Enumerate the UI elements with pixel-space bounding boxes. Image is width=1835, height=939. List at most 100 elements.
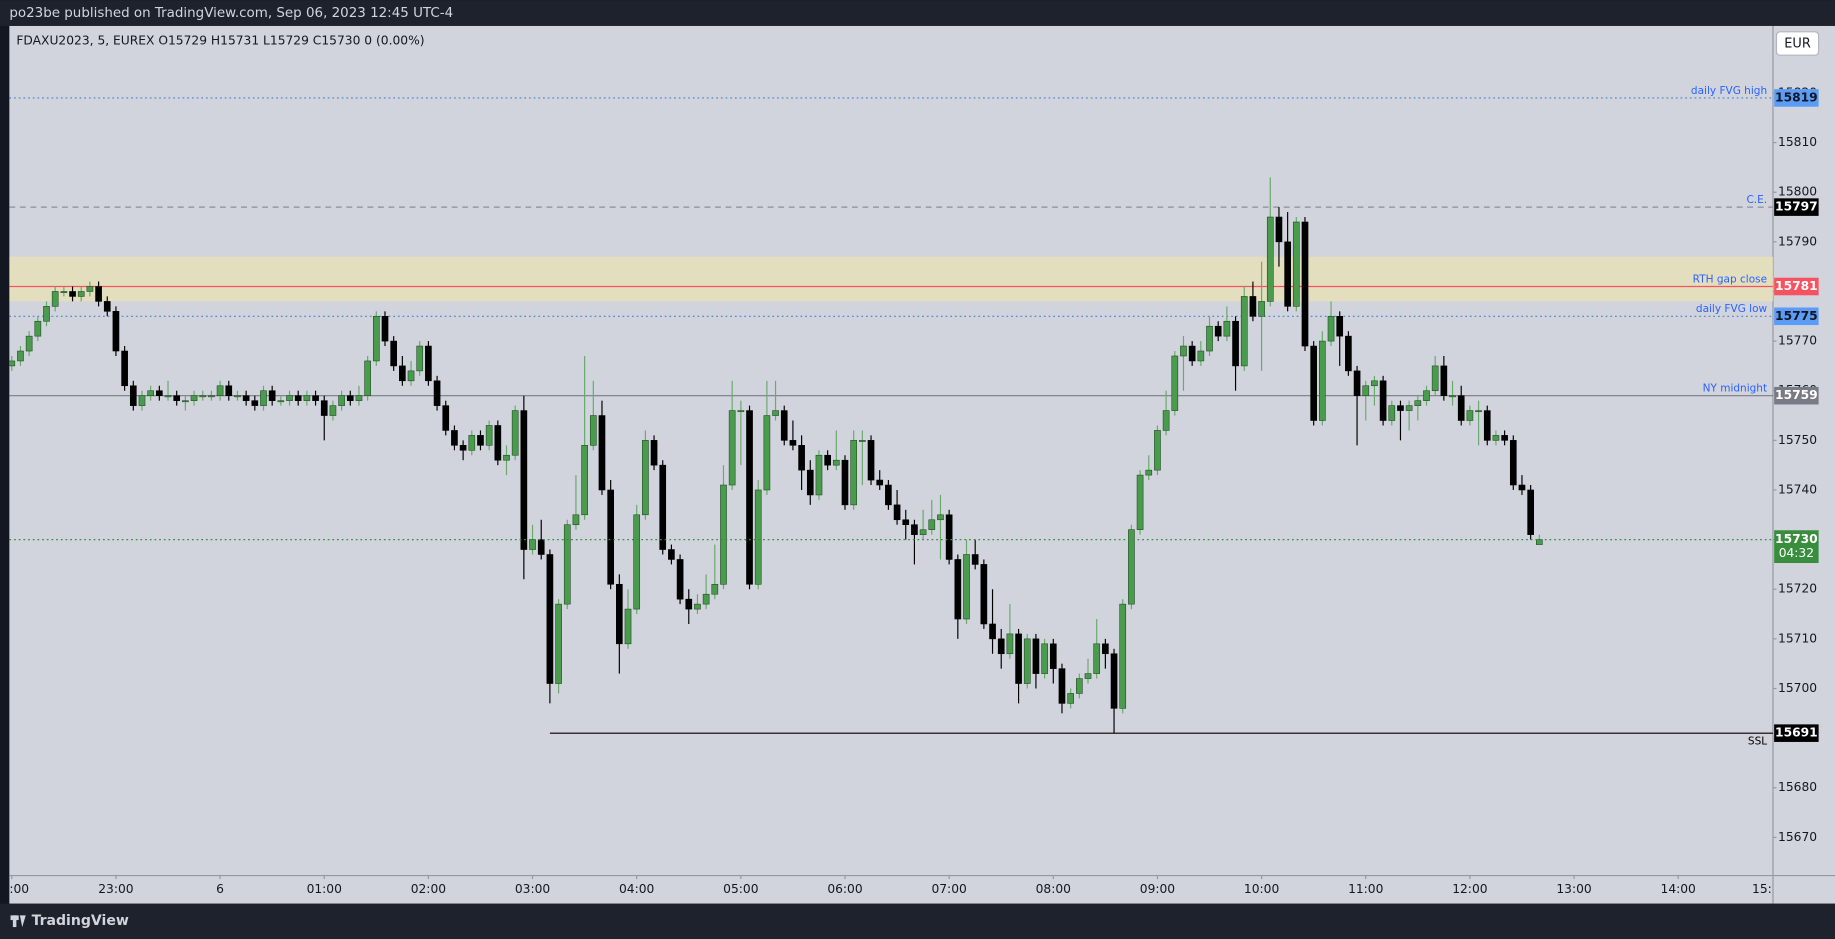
candle-body — [954, 559, 962, 620]
candle-body — [720, 484, 727, 585]
candle-body — [1449, 395, 1456, 398]
candle-body — [477, 435, 484, 446]
candle-body — [832, 459, 840, 466]
candle-body — [242, 395, 250, 401]
candle-body — [772, 410, 779, 416]
candle-body — [1110, 653, 1118, 709]
candle-body — [589, 415, 597, 446]
candle-body — [17, 350, 24, 362]
candle-body — [138, 395, 146, 406]
candle-body — [1397, 405, 1404, 411]
candle-body — [633, 514, 641, 610]
candle-body — [668, 549, 675, 560]
y-tick-label: 15670 — [1778, 830, 1817, 844]
x-tick-label: 05:00 — [723, 882, 758, 896]
legend: FDAXU2023, 5, EUREX O15729 H15731 L15729… — [16, 34, 424, 48]
y-tick-label: 15810 — [1778, 135, 1817, 149]
candle-body — [1171, 355, 1179, 411]
candle-body — [928, 519, 936, 530]
candle-body — [1431, 365, 1439, 392]
candle-body — [997, 638, 1005, 655]
candle-body — [1180, 345, 1187, 357]
level-badge — [1774, 724, 1819, 742]
level-badge — [1774, 277, 1819, 296]
candle-body — [572, 514, 580, 526]
candle-body — [1102, 643, 1109, 655]
currency-button[interactable] — [1775, 31, 1820, 56]
candle-body — [25, 335, 33, 352]
candle-body — [841, 459, 849, 506]
level-value: 15775 — [1775, 309, 1818, 323]
candle-body — [1518, 484, 1526, 491]
top-bar — [0, 0, 1835, 26]
y-tick-label: 15700 — [1778, 681, 1817, 695]
candle-body — [355, 395, 363, 401]
x-tick-label: 07:00 — [931, 882, 966, 896]
y-tick-label: 15770 — [1778, 334, 1817, 348]
candle-body — [1006, 633, 1014, 655]
y-tick-label: 15800 — [1778, 185, 1817, 199]
candle-body — [824, 454, 831, 466]
candle-body — [754, 489, 762, 585]
candle-body — [1188, 345, 1196, 362]
candle-body — [676, 559, 684, 600]
candle-body — [1457, 395, 1465, 421]
candle-body — [902, 519, 910, 526]
last-price-badge — [1774, 530, 1819, 564]
candle-body — [1327, 315, 1335, 342]
candle-body — [121, 350, 128, 387]
candle-body — [980, 564, 988, 625]
candle-body — [1214, 325, 1222, 337]
candle-body — [112, 311, 120, 352]
candle-body — [260, 390, 267, 406]
candle-body — [95, 286, 102, 302]
candle-body — [277, 400, 285, 403]
candle-body — [1058, 668, 1066, 704]
candle-body — [1240, 296, 1248, 367]
candle-body — [1266, 216, 1274, 302]
candle-body — [1379, 380, 1387, 421]
candle-body — [156, 390, 163, 396]
candle-body — [1345, 335, 1352, 372]
candle-body — [1536, 539, 1543, 545]
candle-body — [1475, 410, 1482, 413]
candle-body — [642, 440, 649, 516]
candle-body — [1362, 385, 1370, 396]
candle-body — [69, 291, 76, 297]
candle-body — [1197, 350, 1205, 362]
level-value: 15797 — [1775, 200, 1818, 214]
candle-body — [164, 395, 172, 398]
gap-zone — [9, 256, 1773, 302]
candle-body — [1275, 216, 1283, 243]
candle-body — [1076, 678, 1083, 694]
candle-body — [1310, 345, 1318, 421]
candle-body — [208, 395, 215, 398]
candle-body — [1405, 405, 1413, 411]
candle-body — [850, 440, 858, 506]
currency[interactable]: EUR — [1784, 37, 1811, 52]
candle-body — [945, 514, 953, 560]
y-tick-label: 15710 — [1778, 631, 1817, 645]
candle-body — [268, 390, 276, 401]
candle-body — [685, 598, 693, 610]
candle-body — [459, 445, 467, 451]
y-tick-label: 15720 — [1778, 582, 1817, 596]
candle-body — [1284, 241, 1291, 307]
candle-body — [1492, 435, 1500, 441]
candle-body — [286, 395, 293, 401]
candle-body — [511, 410, 519, 456]
candle-body — [407, 370, 415, 382]
plot: daily FVG high C.E. RTH gap close daily FVG… — [9, 85, 1773, 747]
candle-body — [86, 286, 94, 292]
candle-body — [659, 464, 667, 550]
candle-body — [1154, 430, 1161, 471]
publish-info: po23be published on TradingView.com, Sep… — [9, 6, 453, 21]
candle-body — [885, 484, 892, 506]
candle-body — [1232, 320, 1239, 367]
bottom-bar — [0, 903, 1835, 939]
candle-body — [1015, 633, 1022, 684]
x-tick-label: 06:00 — [827, 882, 862, 896]
level-badge — [1774, 198, 1819, 216]
x-tick-label: 6 — [216, 882, 224, 896]
